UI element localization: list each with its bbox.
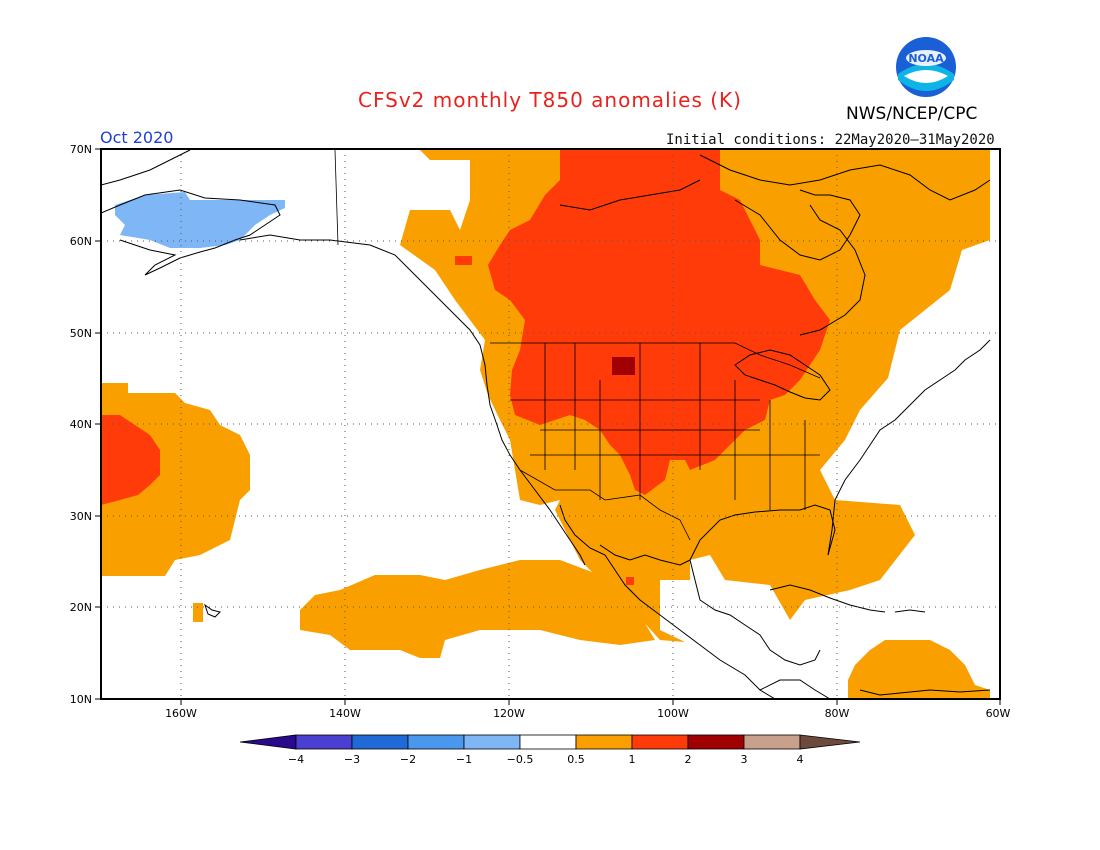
gridlines [101, 149, 1000, 699]
forecast-period: Oct 2020 [100, 128, 174, 147]
anomaly-region-orange-caribbean [848, 640, 990, 699]
anomaly-region-blue-alaska [115, 192, 285, 248]
axis-ticks [95, 148, 1001, 705]
colorbar-label: 4 [797, 753, 804, 766]
colorbar-label: 1 [629, 753, 636, 766]
colorbar [239, 734, 861, 750]
colorbar-max-arrow [799, 734, 861, 750]
lat-label: 60N [70, 235, 92, 248]
lon-labels: 160W 140W 120W 100W 80W 60W [165, 707, 1010, 720]
lat-label: 50N [70, 327, 92, 340]
colorbar-cell [407, 734, 465, 750]
agency-label: NWS/NCEP/CPC [846, 104, 978, 124]
anomaly-region-red-central-pacific [101, 415, 160, 505]
colorbar-label: −3 [344, 753, 360, 766]
colorbar-label: 2 [685, 753, 692, 766]
coastlines [101, 149, 991, 699]
anomaly-region-orange-east-pacific [300, 560, 655, 658]
initial-conditions: Initial conditions: 22May2020–31May2020 [666, 132, 995, 148]
map-frame [100, 148, 1001, 700]
anomaly-region-orange-north-america [330, 150, 990, 642]
lat-labels: 70N 60N 50N 40N 30N 20N 10N [70, 143, 92, 706]
lon-label: 140W [329, 707, 361, 720]
colorbar-label: 0.5 [567, 753, 585, 766]
lat-label: 70N [70, 143, 92, 156]
map-title: CFSv2 monthly T850 anomalies (K) [358, 88, 742, 112]
colorbar-cell [463, 734, 521, 750]
anomaly-region-red-mexico-dot [626, 577, 634, 585]
colorbar-cell [575, 734, 633, 750]
colorbar-cell [687, 734, 745, 750]
political-borders [334, 149, 821, 541]
noaa-logo-text: NOAA [908, 52, 944, 65]
lon-label: 100W [657, 707, 689, 720]
colorbar-cell [351, 734, 409, 750]
anomaly-region-orange-hawaii [193, 603, 203, 622]
anomaly-region-orange-central-pacific [101, 383, 250, 576]
colorbar-label: −2 [400, 753, 416, 766]
lat-label: 10N [70, 693, 92, 706]
lat-label: 20N [70, 601, 92, 614]
anomaly-region-red-canada-us [488, 150, 830, 495]
colorbar-cell [295, 734, 353, 750]
lon-label: 120W [493, 707, 525, 720]
colorbar-cell [519, 734, 577, 750]
lon-label: 160W [165, 707, 197, 720]
colorbar-label: −1 [456, 753, 472, 766]
colorbar-label: 3 [741, 753, 748, 766]
lon-label: 60W [986, 707, 1011, 720]
anomaly-region-red-small-patch [455, 256, 472, 265]
anomaly-region-darkred-montana [612, 357, 635, 375]
colorbar-label: −4 [288, 753, 304, 766]
lat-label: 30N [70, 510, 92, 523]
colorbar-min-arrow [239, 734, 297, 750]
colorbar-labels: −4 −3 −2 −1 −0.5 0.5 1 2 3 4 [288, 753, 804, 766]
colorbar-cell [743, 734, 801, 750]
lat-label: 40N [70, 418, 92, 431]
anomaly-fields [101, 149, 991, 699]
colorbar-cell [631, 734, 689, 750]
colorbar-label: −0.5 [507, 753, 534, 766]
lon-label: 80W [825, 707, 850, 720]
noaa-logo: NOAA [896, 37, 956, 97]
